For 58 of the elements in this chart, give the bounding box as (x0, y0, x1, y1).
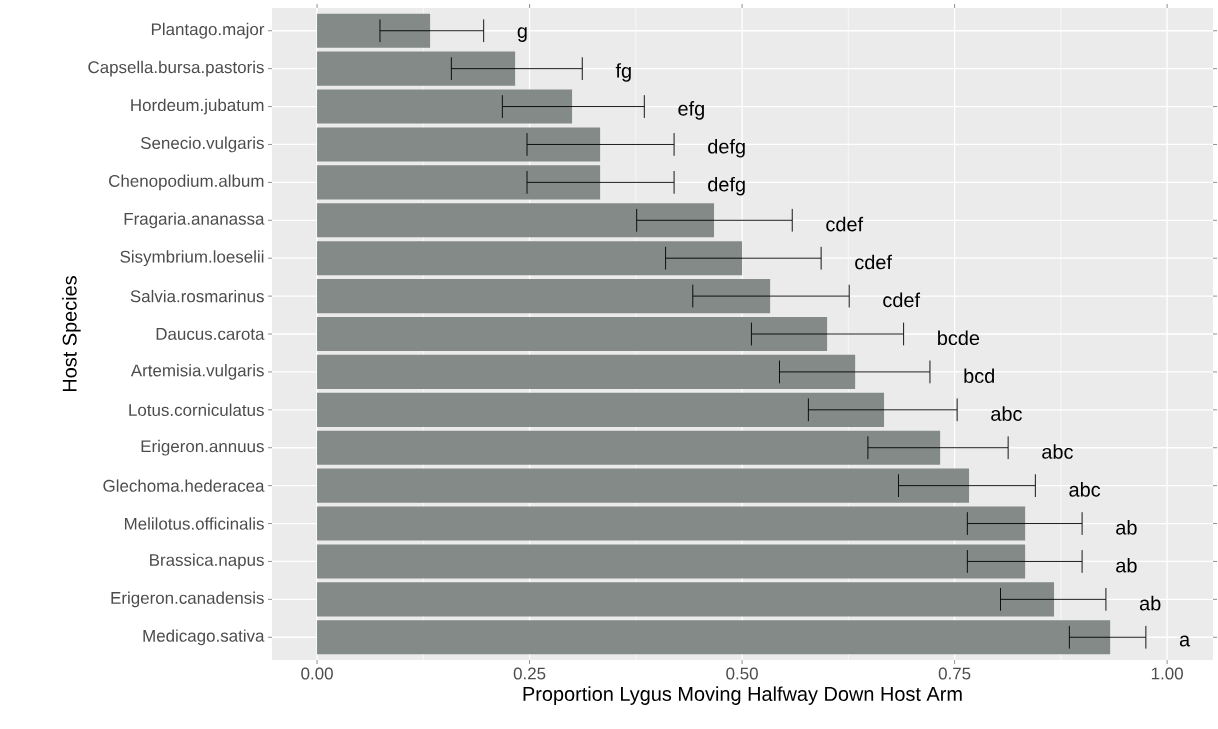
x-tick-label: 0.75 (938, 667, 971, 680)
bar (317, 582, 1055, 617)
bar (317, 468, 970, 503)
annotation: fg (615, 63, 631, 82)
y-tick-label: Salvia.rosmarinus (130, 289, 264, 303)
y-tick-label: Fragaria.ananassa (124, 212, 265, 229)
annotation: ab (1116, 557, 1137, 573)
y-tick-label: Sisymbrium.loeselii (120, 250, 264, 267)
annotation: abc (1069, 482, 1101, 497)
bar (317, 89, 573, 124)
y-tick-label: Chenopodium.album (109, 174, 264, 191)
bar (317, 544, 1026, 579)
y-tick-label: Capsella.bursa.pastoris (88, 60, 264, 77)
y-tick-label: Daucus.carota (156, 328, 265, 340)
y-tick-label: Erigeron.canadensis (111, 591, 264, 608)
annotation: cdef (883, 292, 921, 308)
annotation: ab (1139, 595, 1161, 611)
annotation: bcde (938, 330, 980, 346)
annotation: g (517, 27, 527, 42)
y-axis-title: Host Species (62, 276, 81, 392)
annotation: abc (1042, 444, 1073, 459)
x-tick-label: 0.25 (513, 667, 546, 680)
annotation: cdef (855, 254, 893, 270)
bar (317, 430, 941, 465)
x-tick-label: 0.00 (301, 667, 333, 680)
annotation: defg (708, 138, 745, 158)
bar (317, 392, 885, 427)
annotation: abc (991, 406, 1022, 421)
y-tick-label: Brassica.napus (150, 553, 264, 570)
y-tick-label: Medicago.sativa (143, 629, 265, 646)
bar (317, 203, 715, 238)
annotation: a (1179, 635, 1191, 647)
bar (317, 354, 856, 389)
y-tick-label: Glechoma.hederacea (103, 479, 265, 492)
bar (317, 241, 743, 276)
y-tick-label: Hordeum.jubatum (131, 98, 264, 115)
y-tick-label: Erigeron.annuus (141, 439, 264, 456)
annotation: efg (678, 101, 704, 120)
annotation: cdef (826, 216, 864, 232)
bar (317, 127, 601, 162)
y-tick-label: Plantago.major (151, 22, 265, 39)
x-tick-label: 0.50 (726, 667, 758, 680)
bar (317, 13, 431, 48)
bar (317, 620, 1111, 655)
bar (317, 316, 828, 352)
y-tick-label: Artemisia.vulgaris (130, 364, 264, 380)
y-tick-label: Lotus.corniculatus (129, 403, 264, 417)
y-tick-label: Melilotus.officinalis (124, 517, 264, 530)
bar (317, 51, 516, 86)
x-tick-label: 1.00 (1151, 667, 1183, 680)
y-tick-label: Senecio.vulgaris (140, 136, 264, 153)
bar (317, 279, 771, 314)
bar (317, 165, 601, 200)
annotation: defg (708, 176, 745, 196)
annotation: ab (1116, 520, 1137, 535)
x-axis-title: Proportion Lygus Moving Halfway Down Host Arm (523, 686, 962, 705)
annotation: bcd (964, 368, 994, 384)
bar (317, 506, 1026, 541)
